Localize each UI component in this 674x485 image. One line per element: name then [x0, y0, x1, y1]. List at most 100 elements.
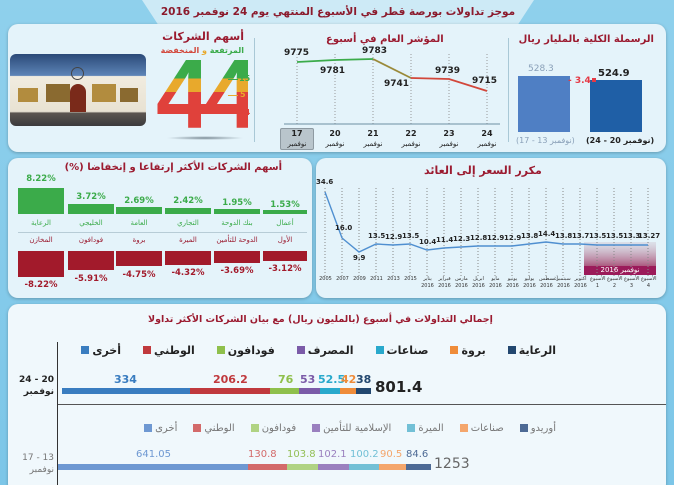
loser-name: المخازن — [29, 236, 53, 244]
gainer-bar — [18, 188, 64, 214]
header-banner: موجز تداولات بورصة قطر في الأسبوع المنته… — [142, 0, 534, 24]
loser-name: الدوحة للتأمين — [216, 236, 258, 244]
loser-value: -3.69% — [220, 266, 254, 276]
index-x-label-22: 22 نوفمبر — [401, 129, 421, 148]
gainer-value: 8.22% — [26, 174, 56, 184]
index-value-24: 9715 — [472, 76, 498, 86]
week-divider — [58, 404, 666, 405]
pe-value: 16.0 — [335, 224, 353, 232]
page-title: موجز تداولات بورصة قطر في الأسبوع المنته… — [160, 6, 516, 18]
volume-segment — [58, 464, 248, 470]
volume-segment — [318, 464, 349, 470]
volume-segment — [320, 388, 340, 394]
gainer-name: العامة — [130, 219, 148, 227]
week-label-current: 24 - 20 نوفمبر — [18, 375, 54, 397]
legend-item: فودافون — [250, 420, 296, 436]
segment-value: 90.5 — [380, 449, 403, 460]
loser-bar — [165, 251, 211, 265]
stocks-down-count: 24 — [239, 108, 251, 117]
pe-line-chart — [324, 188, 656, 276]
axis-line — [57, 342, 58, 485]
volume-segment — [406, 464, 431, 470]
legend-week-current: الرعاية بروة صناعات المصرف فودافون الوطن… — [76, 342, 556, 358]
segment-value: 130.8 — [248, 449, 277, 460]
pe-panel: مكرر السعر إلى العائد 34.6 16.0 9.9 13.5… — [316, 158, 666, 298]
loser-bar — [263, 251, 307, 261]
gainer-bar — [214, 209, 260, 214]
volume-segment — [299, 388, 320, 394]
gainer-bar — [116, 207, 162, 214]
stocks-total-figure: 44 — [156, 39, 265, 149]
pe-value: 13.5 — [589, 232, 607, 240]
index-value-17: 9775 — [284, 48, 310, 58]
legend-item: الميرة — [407, 420, 444, 436]
legend-item: أوريدو — [519, 420, 556, 436]
pe-title: مكرر السعر إلى العائد — [424, 164, 542, 177]
stocks-unchanged-count: 5 — [240, 90, 246, 99]
loser-bar — [68, 251, 114, 270]
gainer-name: أعمال — [276, 219, 294, 227]
segment-value: 42 — [341, 373, 357, 386]
pe-value: 13.7 — [572, 232, 590, 240]
gainer-name: الخليجي — [79, 219, 103, 227]
index-x-label-23: 23 نوفمبر — [439, 129, 459, 148]
unchanged-marker-line — [228, 95, 238, 96]
gainer-value: 2.42% — [173, 196, 203, 206]
market-cap-section: الرسملة الكلية بالمليار ريال 524.9 528.3… — [510, 24, 666, 152]
loser-value: -4.75% — [122, 270, 156, 280]
pe-value: 34.6 — [316, 178, 334, 186]
movers-title: أسهم الشركات الأكثر إرتفاعا و إنخفاضا (%… — [64, 162, 282, 173]
loser-value: -8.22% — [24, 280, 58, 290]
movers-panel: أسهم الشركات الأكثر إرتفاعا و إنخفاضا (%… — [8, 158, 312, 298]
shadow — [166, 136, 244, 140]
pe-x-axis: 2005 2007 2009 2011 2013 2015 يناير 2016 … — [319, 276, 657, 289]
segment-value: 334 — [114, 373, 137, 386]
index-value-21: 9783 — [362, 46, 388, 56]
pe-value: 13.27 — [638, 232, 661, 240]
stocks-up-count: 15 — [239, 74, 251, 83]
market-cap-bar-current — [590, 80, 642, 132]
pe-value: 10.4 — [419, 238, 437, 246]
legend-item: صناعات — [459, 420, 504, 436]
stocks-summary-subtitle: المرتفعة و المنخفضة — [160, 46, 244, 55]
change-down-marker — [592, 78, 596, 82]
index-value-20: 9781 — [320, 66, 346, 76]
segment-value: 102.1 — [318, 449, 347, 460]
pe-value: 13.8 — [521, 232, 539, 240]
index-x-label-17: 17 نوفمبر — [280, 128, 314, 150]
legend-item: فودافون — [216, 342, 275, 358]
segment-value: 52.5 — [318, 373, 346, 386]
week-total: 801.4 — [375, 378, 423, 396]
gainer-value: 2.69% — [124, 196, 154, 206]
pe-value: 11.4 — [436, 236, 454, 244]
legend-item: بروة — [450, 342, 486, 358]
legend-item: أخرى — [81, 342, 121, 358]
index-value-22: 9741 — [384, 79, 410, 89]
gainer-bar — [68, 204, 114, 214]
volume-segment — [349, 464, 379, 470]
index-x-label-20: 20 نوفمبر — [325, 129, 345, 148]
week-label-previous: 17 - 13 نوفمبر — [22, 453, 54, 475]
market-cap-value-previous: 528.3 — [528, 64, 554, 74]
exchange-building-image — [10, 54, 146, 126]
legend-item: الوطني — [142, 342, 195, 358]
segment-value: 100.2 — [350, 449, 379, 460]
loser-value: -3.12% — [268, 264, 302, 274]
index-x-label-21: 21 نوفمبر — [363, 129, 383, 148]
index-x-label-24: 24 نوفمبر — [477, 129, 497, 148]
volume-segment — [379, 464, 406, 470]
svg-text:44: 44 — [156, 54, 248, 132]
segment-value: 103.8 — [287, 449, 316, 460]
gainer-bar — [263, 210, 307, 214]
stocks-summary-section: أسهم الشركات المرتفعة و المنخفضة — [8, 24, 265, 152]
legend-item: الرعاية — [507, 342, 556, 358]
segment-value: 38 — [356, 373, 372, 386]
gainer-name: الرعاية — [31, 219, 51, 227]
pe-value: 9.9 — [353, 254, 366, 262]
segment-value: 76 — [278, 373, 294, 386]
gainer-value: 3.72% — [76, 192, 106, 202]
volume-segment — [62, 388, 190, 394]
legend-item: المصرف — [296, 342, 354, 358]
gainer-name: التجاري — [177, 219, 199, 227]
pe-value: 14.4 — [538, 230, 556, 238]
